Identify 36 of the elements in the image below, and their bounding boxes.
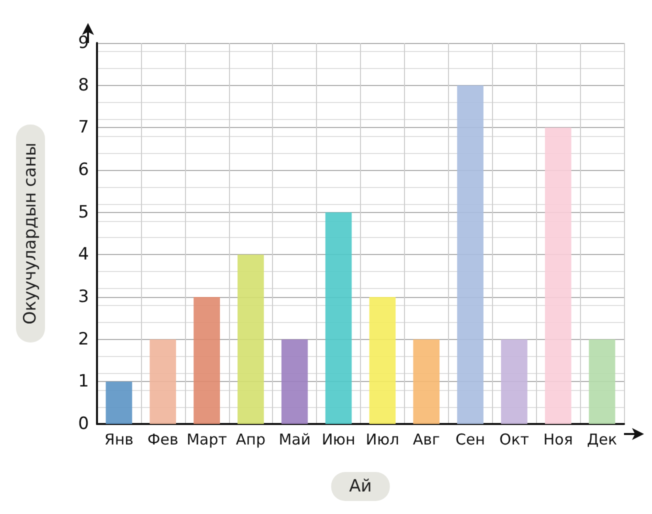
y-tick-label: 1	[78, 372, 89, 392]
x-axis-title: Ай	[349, 476, 372, 496]
y-tick-label: 2	[78, 329, 89, 350]
bar	[281, 339, 308, 424]
bar	[325, 212, 352, 424]
x-tick-label: Ноя	[543, 430, 573, 448]
x-tick-label: Июл	[366, 430, 400, 448]
bar	[413, 339, 440, 424]
x-tick-label: Фев	[147, 430, 178, 448]
x-tick-label: Сен	[456, 430, 486, 448]
bar	[150, 339, 176, 424]
x-tick-label: Июн	[322, 430, 356, 448]
bar	[544, 128, 572, 424]
y-tick-label: 3	[78, 287, 89, 307]
y-tick-label: 0	[78, 414, 89, 434]
x-tick-label: Янв	[104, 430, 134, 448]
y-tick-label: 5	[78, 202, 89, 222]
x-tick-label: Авг	[412, 430, 440, 448]
bar	[588, 339, 616, 424]
y-axis-title: Окуучулардын саны	[20, 142, 40, 324]
y-tick-label: 8	[78, 75, 89, 96]
bar	[106, 382, 132, 424]
bar	[369, 297, 396, 424]
y-tick-label: 7	[78, 118, 89, 138]
x-tick-label: Окт	[499, 430, 530, 448]
x-tick-label: Дек	[587, 430, 618, 448]
y-tick-label: 9	[78, 33, 89, 53]
bar	[501, 339, 528, 424]
y-tick-label: 4	[78, 244, 89, 265]
bar	[194, 297, 220, 424]
x-tick-label: Апр	[236, 430, 266, 448]
x-tick-label: Май	[278, 430, 311, 448]
y-tick-label: 6	[78, 160, 89, 180]
x-tick-label: Март	[186, 430, 228, 448]
bar	[457, 85, 484, 424]
bar	[238, 254, 264, 424]
